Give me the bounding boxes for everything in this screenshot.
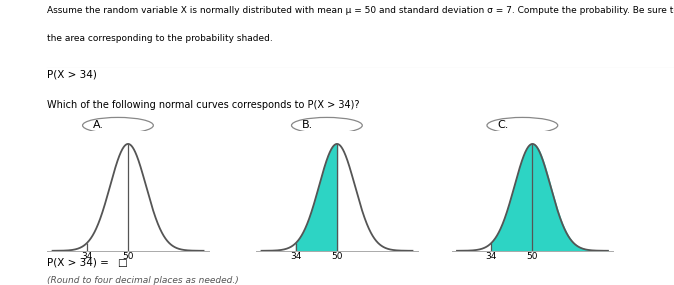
Text: Which of the following normal curves corresponds to P(X > 34)?: Which of the following normal curves cor… — [47, 100, 360, 111]
Text: □: □ — [117, 258, 127, 268]
Text: the area corresponding to the probability shaded.: the area corresponding to the probabilit… — [47, 34, 273, 43]
Text: Assume the random variable X is normally distributed with mean μ = 50 and standa: Assume the random variable X is normally… — [47, 6, 674, 15]
Text: P(X > 34): P(X > 34) — [47, 69, 97, 79]
Text: C.: C. — [497, 120, 508, 131]
Text: P(X > 34) =: P(X > 34) = — [47, 258, 113, 268]
Text: B.: B. — [302, 120, 313, 131]
Text: A.: A. — [93, 120, 104, 131]
Text: (Round to four decimal places as needed.): (Round to four decimal places as needed.… — [47, 276, 239, 285]
